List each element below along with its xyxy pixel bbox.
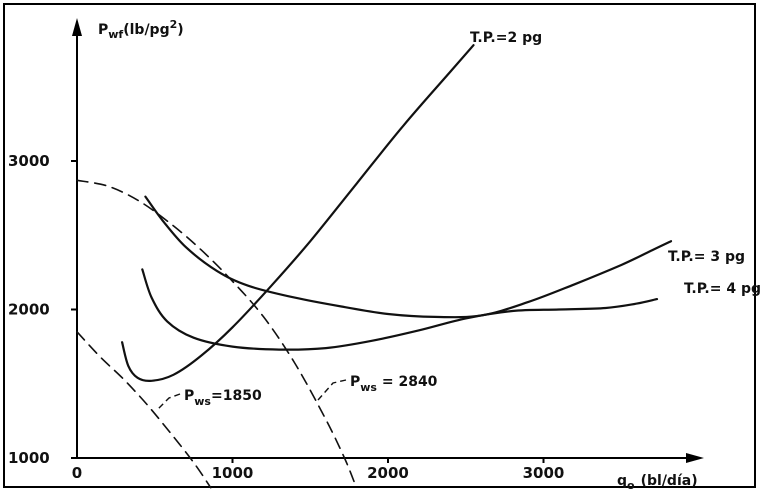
leader-pws-1850 — [156, 393, 181, 411]
leader-lines — [156, 379, 347, 411]
annotation-tp-3: T.P.= 3 pg — [668, 249, 745, 265]
tick-marks: 1000 2000 3000 0 1000 2000 3000 — [8, 152, 564, 482]
curve-tp-4 — [141, 268, 659, 351]
x-tick-label-3000: 3000 — [523, 464, 565, 482]
curve-pws-1850 — [76, 331, 212, 489]
curve-pws-2840 — [76, 179, 357, 486]
x-tick-label-2000: 2000 — [367, 464, 409, 482]
y-tick-label-1000: 1000 — [8, 449, 50, 467]
annotation-pws-1850: Pws=1850 — [184, 388, 262, 408]
annotation-tp-4: T.P.= 4 pg — [684, 281, 761, 297]
curves — [76, 44, 673, 489]
y-tick-label-3000: 3000 — [8, 152, 50, 170]
x-axis-label: qo (bl/día) — [617, 473, 698, 491]
curve-tp-2 — [121, 44, 475, 383]
curve-tp-3 — [144, 195, 673, 319]
x-tick-label-0: 0 — [72, 464, 82, 482]
y-axis-arrow — [72, 18, 82, 36]
leader-pws-2840 — [317, 379, 347, 401]
x-axis-arrow — [686, 453, 704, 463]
annotation-pws-2840: Pws = 2840 — [350, 374, 438, 394]
annotation-tp-2: T.P.=2 pg — [470, 30, 542, 46]
y-tick-label-2000: 2000 — [8, 301, 50, 319]
chart-frame — [3, 3, 756, 488]
y-axis-label: Pwf(lb/pg2) — [98, 18, 184, 41]
x-tick-label-1000: 1000 — [212, 464, 254, 482]
axes — [72, 18, 704, 463]
